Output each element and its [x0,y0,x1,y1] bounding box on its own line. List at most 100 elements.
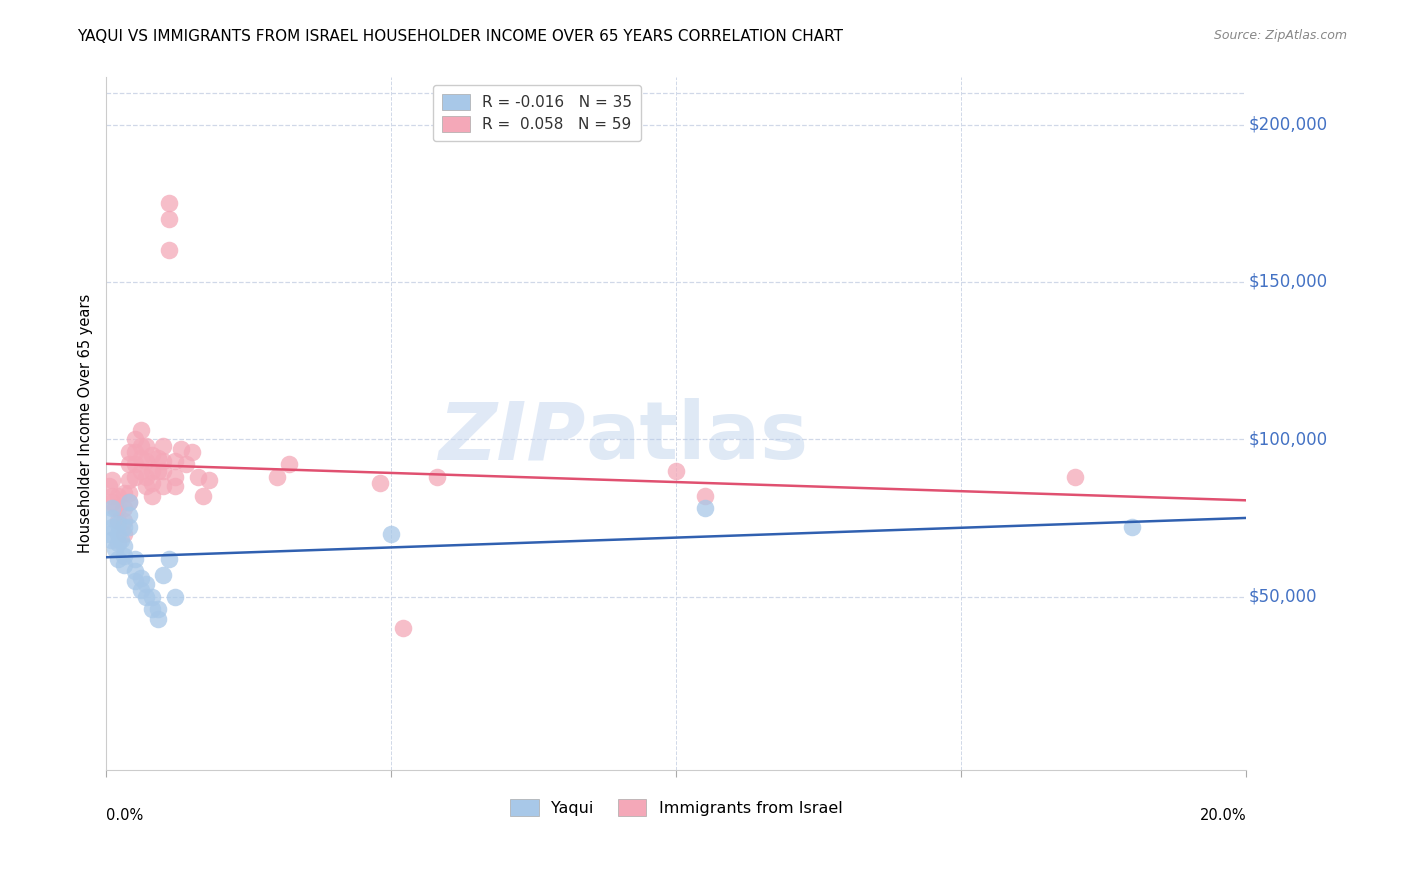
Text: 0.0%: 0.0% [107,808,143,822]
Point [100,533,122,547]
Point [198,473,221,487]
Point [693,501,716,516]
Point [157,212,180,227]
Point [277,458,299,472]
Point [187,470,209,484]
Point [107,489,129,503]
Point [101,511,124,525]
Point [135,470,157,484]
Point [112,558,135,573]
Point [152,439,174,453]
Point [1121,520,1143,534]
Point [107,526,129,541]
Point [124,574,146,588]
Point [152,454,174,468]
Point [135,590,157,604]
Point [1064,470,1087,484]
Point [98,479,121,493]
Point [368,476,391,491]
Point [380,526,402,541]
Point [141,464,163,478]
Point [101,495,124,509]
Point [107,514,129,528]
Point [118,458,141,472]
Point [163,454,186,468]
Point [152,479,174,493]
Point [107,501,129,516]
Point [157,244,180,258]
Point [174,458,197,472]
Point [426,470,449,484]
Point [135,439,157,453]
Point [141,590,163,604]
Point [157,552,180,566]
Point [98,526,121,541]
Point [118,508,141,522]
Point [112,549,135,563]
Point [392,621,415,635]
Point [101,520,124,534]
Point [112,526,135,541]
Point [118,485,141,500]
Point [665,464,688,478]
Point [112,520,135,534]
Point [104,542,127,557]
Point [124,432,146,446]
Point [146,612,169,626]
Point [157,196,180,211]
Point [152,567,174,582]
Point [169,442,191,456]
Point [118,520,141,534]
Text: $150,000: $150,000 [1249,273,1327,291]
Point [141,476,163,491]
Point [118,495,141,509]
Point [693,489,716,503]
Point [135,577,157,591]
Point [152,464,174,478]
Point [129,423,152,437]
Y-axis label: Householder Income Over 65 years: Householder Income Over 65 years [79,294,93,553]
Point [129,451,152,466]
Point [129,583,152,598]
Point [163,590,186,604]
Point [193,489,215,503]
Point [141,489,163,503]
Point [124,552,146,566]
Point [124,445,146,459]
Point [124,458,146,472]
Point [112,539,135,553]
Point [104,501,127,516]
Point [266,470,288,484]
Point [135,479,157,493]
Legend: Yaqui, Immigrants from Israel: Yaqui, Immigrants from Israel [502,791,851,824]
Point [112,485,135,500]
Point [129,464,152,478]
Point [101,473,124,487]
Point [163,470,186,484]
Point [129,571,152,585]
Point [107,517,129,532]
Point [124,565,146,579]
Text: atlas: atlas [585,399,808,476]
Point [163,479,186,493]
Point [146,451,169,466]
Point [112,501,135,516]
Point [141,448,163,462]
Point [129,439,152,453]
Point [141,602,163,616]
Point [101,501,124,516]
Point [107,536,129,550]
Point [107,552,129,566]
Point [118,445,141,459]
Point [181,445,204,459]
Point [101,489,124,503]
Text: $200,000: $200,000 [1249,116,1327,134]
Point [146,602,169,616]
Text: ZIP: ZIP [437,399,585,476]
Point [118,473,141,487]
Text: YAQUI VS IMMIGRANTS FROM ISRAEL HOUSEHOLDER INCOME OVER 65 YEARS CORRELATION CHA: YAQUI VS IMMIGRANTS FROM ISRAEL HOUSEHOL… [77,29,844,44]
Point [118,495,141,509]
Text: 20.0%: 20.0% [1199,808,1247,822]
Text: $50,000: $50,000 [1249,588,1317,606]
Text: Source: ZipAtlas.com: Source: ZipAtlas.com [1213,29,1347,42]
